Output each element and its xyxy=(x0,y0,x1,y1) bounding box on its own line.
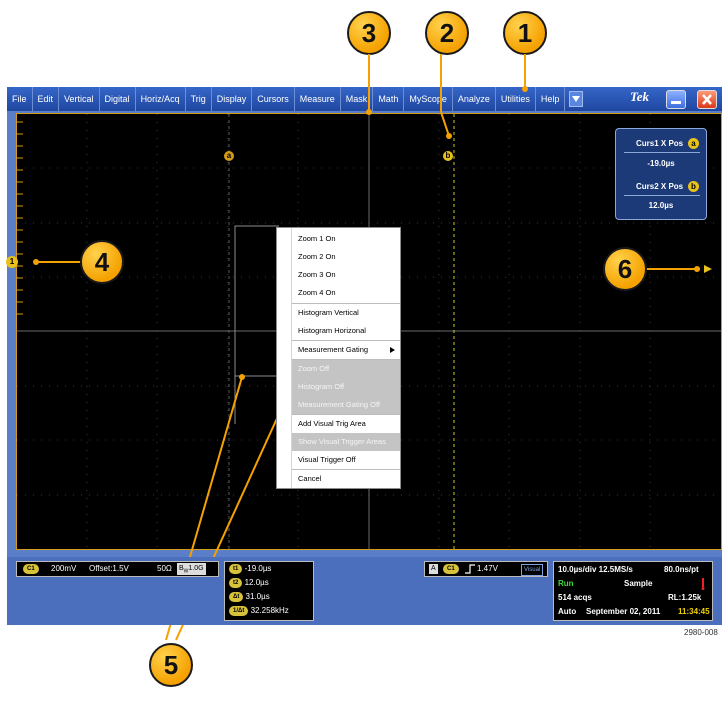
acq-time: 11:34:45 xyxy=(678,607,710,616)
dropdown-arrow-icon[interactable] xyxy=(569,91,584,107)
context-menu: Zoom 1 On Zoom 2 On Zoom 3 On Zoom 4 On … xyxy=(276,227,401,489)
channel-bw-sub: W xyxy=(183,568,189,575)
acquisition-indicator-icon xyxy=(701,578,705,590)
channel-impedance: 50Ω xyxy=(157,564,172,573)
trigger-readout[interactable]: A C1 1.47V Visual xyxy=(424,561,548,577)
inverse-delta-t-value: 32.258kHz xyxy=(250,606,289,616)
cursor-readout[interactable]: Curs1 X Pos a -19.0µs Curs2 X Pos b 12.0… xyxy=(615,128,707,220)
menu-vertical[interactable]: Vertical xyxy=(59,87,100,111)
visual-trigger-badge: Visual xyxy=(521,564,544,576)
callout-2: 2 xyxy=(425,11,469,55)
menu-item-show-visual-trigger-areas: Show Visual Trigger Areas xyxy=(292,433,400,451)
curs2-badge: b xyxy=(688,181,699,192)
close-icon xyxy=(702,94,712,105)
menu-mask[interactable]: Mask xyxy=(341,87,374,111)
t1-badge: t1 xyxy=(229,564,243,574)
run-state: Run xyxy=(558,579,574,588)
minimize-icon xyxy=(671,101,681,104)
channel-bw-label: B xyxy=(179,565,184,572)
callout-1: 1 xyxy=(503,11,547,55)
callout-3: 3 xyxy=(347,11,391,55)
inverse-delta-t-badge: 1/Δt xyxy=(229,606,249,616)
menu-item-histogram-off: Histogram Off xyxy=(292,378,400,396)
delta-t-badge: Δt xyxy=(229,592,244,602)
callout-4: 4 xyxy=(80,240,124,284)
menu-edit[interactable]: Edit xyxy=(33,87,60,111)
menu-display[interactable]: Display xyxy=(212,87,253,111)
acq-count: 514 acqs xyxy=(558,593,592,602)
menu-item-zoom3-on[interactable]: Zoom 3 On xyxy=(298,270,336,279)
menu-item-zoom-off: Zoom Off xyxy=(292,360,400,378)
acq-mode: Sample xyxy=(624,579,653,588)
menu-utilities[interactable]: Utilities xyxy=(496,87,536,111)
t1-value: -19.0µs xyxy=(244,564,272,574)
menu-item-add-visual-trig-area[interactable]: Add Visual Trig Area xyxy=(298,419,366,428)
callout-6: 6 xyxy=(603,247,647,291)
menu-math[interactable]: Math xyxy=(373,87,405,111)
menu-item-zoom2-on[interactable]: Zoom 2 On xyxy=(298,252,336,261)
resolution: 80.0ns/pt xyxy=(664,565,699,574)
menu-item-measurement-gating-off: Measurement Gating Off xyxy=(292,396,400,414)
record-length: RL:1.25k xyxy=(668,593,702,602)
menu-analyze[interactable]: Analyze xyxy=(453,87,496,111)
menu-bar: File Edit Vertical Digital Horiz/Acq Tri… xyxy=(7,87,722,111)
t2-badge: t2 xyxy=(229,578,243,588)
measurement-gate-outline xyxy=(234,225,279,424)
cursor-b-marker[interactable]: b xyxy=(443,151,453,161)
delta-t-value: 31.0µs xyxy=(245,592,270,602)
curs1-label: Curs1 X Pos xyxy=(636,139,684,148)
menu-horiz-acq[interactable]: Horiz/Acq xyxy=(136,87,186,111)
channel-readout[interactable]: C1 200mV Offset:1.5V 50Ω BW1.0G xyxy=(16,561,219,577)
menu-item-measurement-gating[interactable]: Measurement Gating xyxy=(292,341,400,359)
menu-item-zoom1-on[interactable]: Zoom 1 On xyxy=(298,234,336,243)
channel-offset: Offset:1.5V xyxy=(89,564,129,573)
timebase: 10.0µs/div 12.5MS/s xyxy=(558,565,633,574)
curs2-label: Curs2 X Pos xyxy=(636,182,684,191)
menu-help[interactable]: Help xyxy=(536,87,566,111)
close-button[interactable] xyxy=(697,90,717,109)
curs1-value: -19.0µs xyxy=(647,159,675,168)
figure-number: 2980-008 xyxy=(684,628,718,637)
curs2-value: 12.0µs xyxy=(648,201,674,210)
menu-item-visual-trigger-off[interactable]: Visual Trigger Off xyxy=(298,455,356,464)
menu-item-zoom4-on[interactable]: Zoom 4 On xyxy=(298,288,336,297)
trigger-mode: Auto xyxy=(558,607,577,616)
trigger-level: 1.47V xyxy=(477,564,498,573)
submenu-arrow-icon xyxy=(390,347,395,353)
channel1-ground-marker[interactable]: 1 xyxy=(6,256,18,268)
menu-myscope[interactable]: MyScope xyxy=(404,87,453,111)
trigger-channel-badge: C1 xyxy=(443,564,459,574)
acquisition-readout[interactable]: 10.0µs/div 12.5MS/s 80.0ns/pt Run Sample… xyxy=(553,561,713,621)
brand-logo: Tek xyxy=(630,89,650,104)
acq-date: September 02, 2011 xyxy=(586,607,661,616)
cursor-a-marker[interactable]: a xyxy=(224,151,234,161)
curs1-badge: a xyxy=(688,138,699,149)
menu-item-histogram-vertical[interactable]: Histogram Vertical xyxy=(298,308,359,317)
callout-5: 5 xyxy=(149,643,193,687)
menu-item-cancel[interactable]: Cancel xyxy=(298,474,322,483)
channel-scale: 200mV xyxy=(51,564,77,573)
menu-item-measurement-gating-label: Measurement Gating xyxy=(298,345,369,354)
rising-edge-icon xyxy=(465,564,475,574)
cursor-values-readout[interactable]: t1 -19.0µs t2 12.0µs Δt 31.0µs 1/Δt 32.2… xyxy=(224,561,314,621)
channel-badge: C1 xyxy=(23,563,39,574)
menu-digital[interactable]: Digital xyxy=(100,87,136,111)
minimize-button[interactable] xyxy=(666,90,686,109)
trigger-mode-badge: A xyxy=(429,564,438,574)
menu-file[interactable]: File xyxy=(7,87,33,111)
menu-measure[interactable]: Measure xyxy=(295,87,341,111)
t2-value: 12.0µs xyxy=(244,578,269,588)
menu-item-histogram-horizontal[interactable]: Histogram Horizonal xyxy=(298,326,366,335)
channel-bw-badge: BW1.0G xyxy=(177,563,206,575)
channel-bw-value: 1.0G xyxy=(188,565,204,572)
menu-cursors[interactable]: Cursors xyxy=(252,87,295,111)
menu-trig[interactable]: Trig xyxy=(186,87,212,111)
